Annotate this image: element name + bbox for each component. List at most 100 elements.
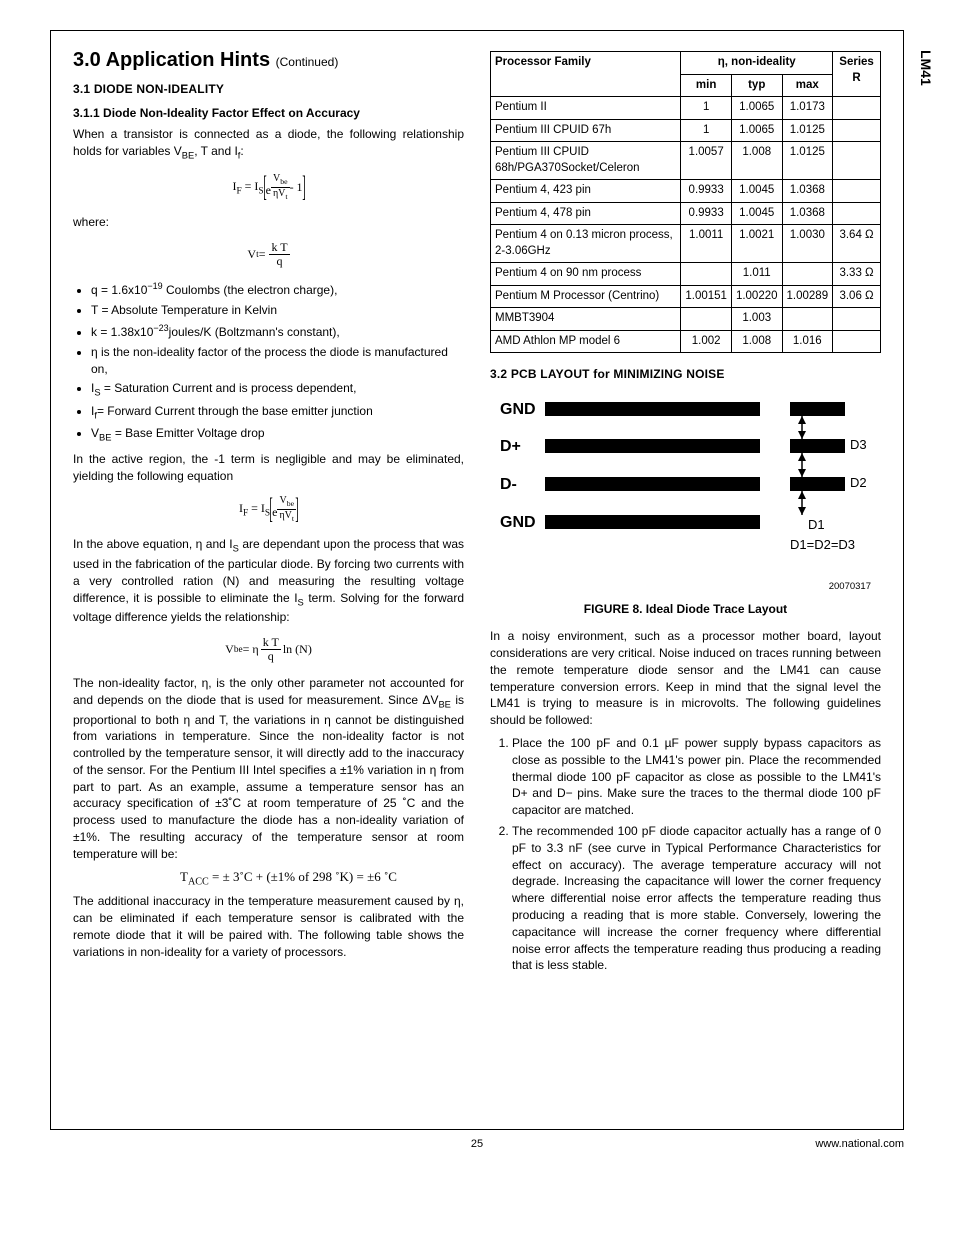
guideline-2: The recommended 100 pF diode capacitor a… xyxy=(512,823,881,974)
cell-name: Pentium 4 on 90 nm process xyxy=(491,263,681,286)
noise-para: In a noisy environment, such as a proces… xyxy=(490,628,881,729)
title-text: 3.0 Application Hints xyxy=(73,49,270,71)
content-frame: 3.0 Application Hints (Continued) 3.1 DI… xyxy=(50,30,904,1130)
figure-caption: FIGURE 8. Ideal Diode Trace Layout xyxy=(490,602,881,616)
svg-text:D1=D2=D3: D1=D2=D3 xyxy=(790,537,855,552)
cell-r xyxy=(833,330,881,353)
cell-typ: 1.003 xyxy=(731,308,782,331)
cell-r xyxy=(833,119,881,142)
cell-max: 1.0173 xyxy=(782,97,833,120)
cell-r xyxy=(833,97,881,120)
cell-typ: 1.0065 xyxy=(731,119,782,142)
figure-8: GND D+ D- GND xyxy=(490,389,881,592)
table-row: Pentium 4, 478 pin0.99331.00451.0368 xyxy=(491,202,881,225)
table-row: Pentium 4 on 90 nm process 1.011 3.33 Ω xyxy=(491,263,881,286)
cell-min xyxy=(681,308,732,331)
definition-list: q = 1.6x10−19 Coulombs (the electron cha… xyxy=(73,280,464,444)
cell-typ: 1.008 xyxy=(731,330,782,353)
cell-name: Pentium 4 on 0.13 micron process, 2-3.06… xyxy=(491,225,681,263)
cell-name: Pentium 4, 423 pin xyxy=(491,180,681,203)
cell-max: 1.0030 xyxy=(782,225,833,263)
cell-r: 3.06 Ω xyxy=(833,285,881,308)
cell-r: 3.33 Ω xyxy=(833,263,881,286)
cell-name: Pentium II xyxy=(491,97,681,120)
left-column: 3.0 Application Hints (Continued) 3.1 DI… xyxy=(73,49,464,980)
cell-r xyxy=(833,308,881,331)
equation-vt: Vt = k Tq xyxy=(73,241,464,268)
th-series-r: Series R xyxy=(833,52,881,97)
table-row: Pentium 4 on 0.13 micron process, 2-3.06… xyxy=(491,225,881,263)
cell-min: 1.002 xyxy=(681,330,732,353)
cell-min: 1 xyxy=(681,97,732,120)
cell-max: 1.00289 xyxy=(782,285,833,308)
table-row: AMD Athlon MP model 61.0021.0081.016 xyxy=(491,330,881,353)
cell-name: Pentium III CPUID 67h xyxy=(491,119,681,142)
section-title: 3.0 Application Hints (Continued) xyxy=(73,49,464,72)
table-row: Pentium M Processor (Centrino)1.001511.0… xyxy=(491,285,881,308)
table-row: Pentium III CPUID 67h11.00651.0125 xyxy=(491,119,881,142)
cell-min: 1.0057 xyxy=(681,142,732,180)
def-is: IS = Saturation Current and is process d… xyxy=(91,380,464,399)
cell-name: Pentium 4, 478 pin xyxy=(491,202,681,225)
nonideality-para: The non-ideality factor, η, is the only … xyxy=(73,675,464,862)
cell-typ: 1.0045 xyxy=(731,180,782,203)
cell-r xyxy=(833,180,881,203)
th-nonideality: η, non-ideality xyxy=(681,52,833,75)
cell-min: 1.0011 xyxy=(681,225,732,263)
cell-name: AMD Athlon MP model 6 xyxy=(491,330,681,353)
sec-3-1: 3.1 DIODE NON-IDEALITY xyxy=(73,82,464,96)
svg-text:D2: D2 xyxy=(850,475,867,490)
cell-typ: 1.0045 xyxy=(731,202,782,225)
def-eta: η is the non-ideality factor of the proc… xyxy=(91,344,464,378)
guideline-1: Place the 100 pF and 0.1 µF power supply… xyxy=(512,735,881,819)
table-row: Pentium II11.00651.0173 xyxy=(491,97,881,120)
svg-text:D3: D3 xyxy=(850,437,867,452)
continued-label: (Continued) xyxy=(276,55,339,69)
svg-text:D+: D+ xyxy=(500,438,521,455)
cell-r xyxy=(833,142,881,180)
right-column: Processor Family η, non-ideality Series … xyxy=(490,49,881,980)
sec-3-1-1: 3.1.1 Diode Non-Ideality Factor Effect o… xyxy=(73,106,464,120)
cell-max: 1.016 xyxy=(782,330,833,353)
tacc-equation: TACC = ± 3˚C + (±1% of 298 ˚K) = ±6 ˚C xyxy=(113,869,464,888)
def-k: k = 1.38x10−23joules/K (Boltzmann's cons… xyxy=(91,322,464,341)
svg-text:D-: D- xyxy=(500,476,517,493)
equation-if: IF = IS [ eVbeηVt - 1 ] xyxy=(73,172,464,202)
def-if: If= Forward Current through the base emi… xyxy=(91,403,464,422)
side-label: LM41 xyxy=(918,50,934,86)
process-para: In the above equation, η and IS are depe… xyxy=(73,536,464,625)
cell-max xyxy=(782,263,833,286)
calibration-para: The additional inaccuracy in the tempera… xyxy=(73,893,464,960)
cell-max: 1.0125 xyxy=(782,119,833,142)
nonideality-table: Processor Family η, non-ideality Series … xyxy=(490,51,881,353)
equation-vbe: Vbe = η k Tq ln (N) xyxy=(73,636,464,663)
guidelines-list: Place the 100 pF and 0.1 µF power supply… xyxy=(490,735,881,974)
cell-min: 1 xyxy=(681,119,732,142)
sec-3-2: 3.2 PCB LAYOUT for MINIMIZING NOISE xyxy=(490,367,881,381)
cell-typ: 1.008 xyxy=(731,142,782,180)
cell-name: MMBT3904 xyxy=(491,308,681,331)
figure-number: 20070317 xyxy=(490,581,871,592)
cell-min: 1.00151 xyxy=(681,285,732,308)
cell-name: Pentium M Processor (Centrino) xyxy=(491,285,681,308)
svg-text:D1: D1 xyxy=(808,517,825,532)
th-processor: Processor Family xyxy=(491,52,681,97)
cell-typ: 1.0065 xyxy=(731,97,782,120)
def-q: q = 1.6x10−19 Coulombs (the electron cha… xyxy=(91,280,464,299)
cell-r xyxy=(833,202,881,225)
cell-r: 3.64 Ω xyxy=(833,225,881,263)
equation-if2: IF = IS [ eVbeηVt ] xyxy=(73,494,464,524)
table-row: Pentium III CPUID 68h/PGA370Socket/Celer… xyxy=(491,142,881,180)
svg-text:GND: GND xyxy=(500,401,536,418)
def-vbe: VBE = Base Emitter Voltage drop xyxy=(91,425,464,444)
cell-typ: 1.0021 xyxy=(731,225,782,263)
cell-typ: 1.00220 xyxy=(731,285,782,308)
cell-max: 1.0368 xyxy=(782,202,833,225)
cell-typ: 1.011 xyxy=(731,263,782,286)
where-label: where: xyxy=(73,214,464,231)
cell-min: 0.9933 xyxy=(681,180,732,203)
cell-max: 1.0125 xyxy=(782,142,833,180)
table-row: MMBT3904 1.003 xyxy=(491,308,881,331)
intro-para: When a transistor is connected as a diod… xyxy=(73,126,464,162)
footer-url: www.national.com xyxy=(815,1138,904,1150)
